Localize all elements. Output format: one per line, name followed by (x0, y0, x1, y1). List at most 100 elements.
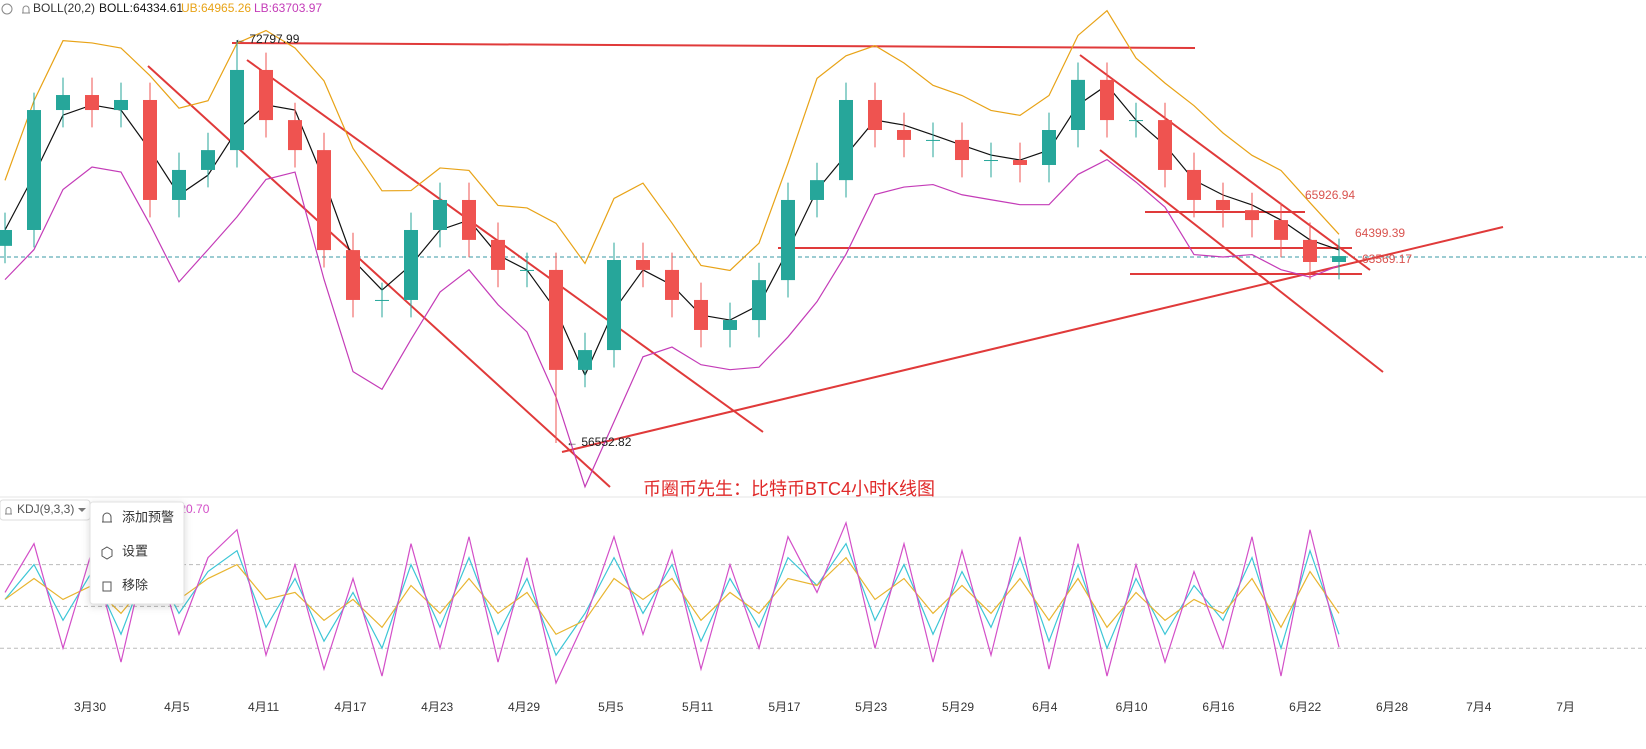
candle-body (1071, 79, 1085, 131)
x-tick-label: 5月23 (855, 700, 887, 714)
menu-icon (101, 546, 113, 560)
x-tick-label: 6月16 (1202, 700, 1234, 714)
candle-body (375, 299, 389, 301)
candle-body (1332, 256, 1346, 262)
menu-icon (102, 581, 112, 592)
candle-body (1187, 169, 1201, 200)
candle-body (462, 199, 476, 240)
candle-body (1245, 210, 1259, 221)
x-tick-label: 5月17 (768, 700, 800, 714)
menu-item[interactable]: 添加预警 (122, 509, 174, 524)
menu-item[interactable]: 设置 (122, 543, 148, 558)
candle-body (636, 260, 650, 270)
lb-value: LB:63703.97 (254, 1, 322, 15)
plot: 3月30 4月5 4月11 4月17 4月23 4月29 5月5 5月11 5月17 5月23 5月… (0, 9, 1646, 714)
price-annotation: ← 56552.82 (566, 435, 632, 449)
x-tick-label: 4月29 (508, 700, 540, 714)
candle-body (433, 199, 447, 230)
candle-body (665, 269, 679, 300)
x-tick-label: 7月 (1556, 700, 1575, 714)
candle-body (27, 110, 41, 230)
alert-icon (5, 507, 12, 515)
candle-body (868, 99, 882, 131)
candle-body (404, 229, 418, 300)
candle-body (781, 199, 795, 281)
indicator-name: BOLL(20,2) (33, 1, 95, 15)
x-tick-label: 4月5 (164, 700, 190, 714)
x-tick-label: 5月5 (598, 700, 624, 714)
candle-body (1158, 120, 1172, 170)
boll-value: BOLL:64334.61 (99, 1, 183, 15)
price-annotation: 65926.94 (1305, 188, 1355, 202)
price-annotation: 63569.17 (1362, 252, 1412, 266)
x-tick-label: 6月28 (1376, 700, 1408, 714)
candle-body (810, 180, 824, 200)
trend-line (231, 42, 1196, 49)
candle-body (0, 229, 12, 246)
candle-body (85, 95, 99, 111)
x-tick-label: 4月17 (334, 700, 366, 714)
x-tick-label: 4月23 (421, 700, 453, 714)
candle-body (520, 269, 534, 271)
trend-line (561, 226, 1504, 453)
candle-body (1013, 160, 1027, 165)
candle-body (955, 139, 969, 161)
candle-body (926, 139, 940, 141)
price-annotation: ← 72797.99 (234, 32, 300, 46)
candle-body (56, 95, 70, 111)
candle-body (230, 69, 244, 151)
x-tick-label: 3月30 (74, 700, 106, 714)
candle-body (143, 99, 157, 200)
context-menu: 添加预警 设置 移除 (89, 501, 185, 605)
candle-body (694, 299, 708, 330)
candle-body (984, 160, 998, 162)
indicator-line (4, 158, 1340, 489)
candle-body (723, 320, 737, 330)
candle-body (839, 99, 853, 181)
candle-body (288, 120, 302, 151)
menu-item[interactable]: 移除 (122, 577, 148, 592)
menu-panel (89, 501, 185, 605)
candle-body (1216, 199, 1230, 211)
ub-value: UB:64965.26 (181, 1, 251, 15)
candle-body (172, 169, 186, 200)
candle-body (317, 150, 331, 251)
candle-body (607, 260, 621, 351)
chart-annotation-title: 币圈币先生：比特币BTC4小时K线图 (643, 479, 935, 499)
x-tick-label: 5月11 (682, 700, 713, 714)
candle-body (346, 250, 360, 300)
x-tick-label: 6月22 (1289, 700, 1321, 714)
x-tick-label: 6月4 (1032, 700, 1058, 714)
candle-body (114, 99, 128, 111)
indicator-line (4, 556, 1340, 636)
candle-body (201, 150, 215, 170)
collapse-icon[interactable] (1, 3, 13, 15)
candle-body (259, 69, 273, 121)
candle-body (1100, 79, 1114, 121)
x-tick-label: 7月4 (1466, 700, 1492, 714)
candle-body (897, 130, 911, 140)
price-annotation: 64399.39 (1355, 226, 1405, 240)
candle-body (1274, 220, 1288, 240)
menu-icon (102, 512, 112, 523)
indicator-line (4, 520, 1340, 685)
trend-line (147, 65, 611, 488)
x-tick-label: 6月10 (1116, 700, 1148, 714)
x-tick-label: 4月11 (248, 700, 279, 714)
candle-body (752, 280, 766, 321)
candle-body (549, 269, 563, 370)
x-tick-label: 5月29 (942, 700, 974, 714)
indicator-line (4, 542, 1340, 657)
trend-line (1099, 149, 1384, 373)
alert-icon[interactable] (22, 5, 30, 14)
candle-body (491, 239, 505, 270)
indicator-line (4, 9, 1340, 272)
candle-body (1129, 120, 1143, 122)
candle-body (578, 350, 592, 370)
candle-body (1303, 239, 1317, 262)
indicator-name: KDJ(9,3,3) (17, 502, 74, 516)
dropdown-icon[interactable] (78, 508, 86, 512)
candle-body (1042, 130, 1056, 165)
